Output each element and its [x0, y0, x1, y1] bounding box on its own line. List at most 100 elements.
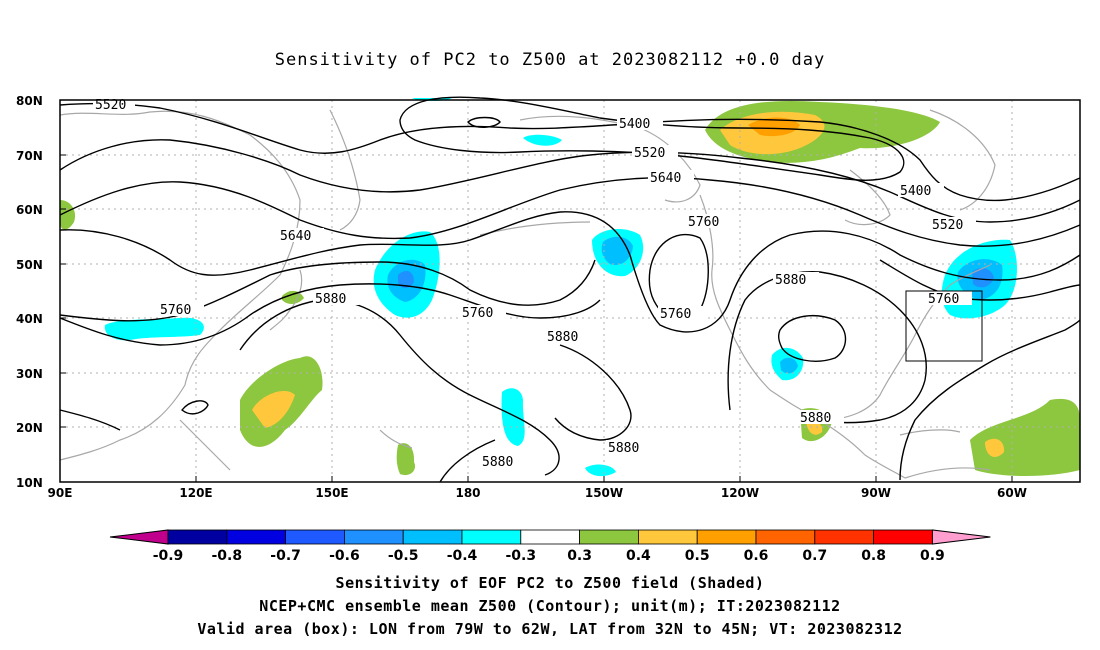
contour-5760-south — [59, 283, 601, 346]
contour-5880-atlantic — [899, 319, 1081, 481]
colorbar-segment — [402, 529, 463, 545]
colorbar-segment — [814, 529, 874, 545]
colorbar-label: 0.8 — [861, 548, 886, 564]
label-bg — [930, 217, 976, 231]
label-bg — [798, 410, 844, 424]
colorbar-segment — [696, 529, 757, 545]
colorbar-segment — [226, 529, 287, 545]
shade-positive-atlantic-04 — [985, 438, 1005, 457]
contour-5400-low — [399, 96, 905, 181]
coast-central-america — [819, 419, 906, 479]
shade-positive-gulf-04 — [806, 420, 823, 435]
lat-label: 40N — [16, 312, 43, 326]
contour-label: 5400 — [900, 184, 931, 199]
contour-5880-indochina — [59, 409, 121, 431]
label-bg — [926, 291, 972, 305]
contour-label: 5640 — [280, 229, 311, 244]
coast-aleutian — [479, 221, 591, 236]
map-title: Sensitivity of PC2 to Z500 at 2023082112… — [274, 50, 826, 70]
colorbar: -0.9 -0.8 -0.7 -0.6 -0.5 -0.4 -0.3 0.3 0.4 0.5 0.6… — [109, 529, 991, 564]
latitude-labels: 80N 70N 60N 50N 40N 30N 20N 10N — [16, 94, 43, 490]
map-frame — [59, 99, 1081, 483]
contour-label: 5880 — [315, 292, 346, 307]
contour-5760-loop-west — [648, 233, 709, 319]
contour-5640-second — [59, 259, 596, 322]
colorbar-segment — [461, 529, 522, 545]
label-bg — [658, 306, 704, 320]
colorbar-label: -0.5 — [388, 548, 419, 564]
coast-caribbean — [899, 429, 961, 436]
shade-positive-japan-04 — [252, 390, 295, 428]
lon-label: 150E — [315, 486, 348, 500]
label-bg — [606, 440, 652, 454]
label-bg — [632, 145, 678, 159]
label-bg — [460, 305, 506, 319]
coast-japan — [269, 269, 303, 331]
colorbar-label: 0.9 — [920, 548, 945, 564]
colorbar-label: -0.6 — [329, 548, 360, 564]
colorbar-label: -0.4 — [447, 548, 478, 564]
shade-negative-kamchatka-06 — [398, 270, 414, 288]
label-bg — [773, 272, 819, 286]
contour-label: 5520 — [634, 146, 665, 161]
shade-positive-alaska-05 — [748, 117, 800, 137]
valid-area-box — [905, 290, 983, 362]
contour-label: 5880 — [547, 330, 578, 345]
colorbar-label: -0.9 — [153, 548, 184, 564]
colorbar-label: 0.3 — [567, 548, 592, 564]
label-bg — [617, 116, 663, 130]
contour-5880-america — [727, 271, 927, 424]
lat-label: 30N — [16, 367, 43, 381]
contour-label: 5880 — [775, 273, 806, 288]
shade-negative-mexico-05 — [780, 357, 798, 374]
coast-kamchatka — [329, 109, 361, 231]
colorbar-low-arrow — [109, 529, 169, 545]
shade-positive-left-edge — [60, 200, 76, 230]
label-bg — [313, 291, 359, 305]
lon-label: 120W — [721, 486, 759, 500]
colorbar-segment — [520, 529, 580, 545]
lon-label: 120E — [179, 486, 212, 500]
contour-5880-pacific — [554, 344, 632, 441]
caption-contour: NCEP+CMC ensemble mean Z500 (Contour); u… — [259, 597, 841, 615]
contour-label: 5400 — [619, 117, 650, 132]
contour-5760-atlantic — [879, 259, 1081, 301]
shade-negative-bering — [523, 134, 562, 146]
contour-labels: 5520 5400 5520 5640 5760 5640 5760 5880 … — [93, 97, 976, 470]
shade-negative-east-china — [104, 317, 204, 341]
tick-marks — [60, 154, 1013, 482]
lon-label: 180 — [455, 486, 480, 500]
shade-positive-atlantic — [970, 398, 1080, 476]
coast-pacific-islands — [379, 429, 413, 449]
coast-greenland — [929, 109, 996, 211]
contour-layer — [59, 96, 1081, 483]
lon-label: 150W — [585, 486, 623, 500]
label-bg — [648, 170, 694, 184]
colorbar-segment — [873, 529, 933, 545]
lat-label: 10N — [16, 476, 43, 490]
contour-5400-small — [467, 116, 501, 128]
contour-5880-subtropical — [239, 299, 560, 476]
lat-label: 60N — [16, 203, 43, 217]
colorbar-segment — [755, 529, 816, 545]
label-bg — [898, 183, 944, 197]
lat-label: 50N — [16, 258, 43, 272]
contour-5880-south — [439, 439, 496, 483]
colorbar-label: 0.4 — [626, 548, 651, 564]
contour-label: 5880 — [800, 411, 831, 426]
shade-positive-philippines — [396, 443, 416, 476]
lon-label: 90W — [861, 486, 891, 500]
colorbar-segment — [343, 529, 404, 545]
colorbar-segment — [285, 529, 345, 545]
shade-negative-hawaii-north — [501, 388, 525, 446]
colorbar-label: -0.3 — [505, 548, 536, 564]
contour-5640-first — [59, 176, 1081, 247]
lat-label: 80N — [16, 94, 43, 108]
shade-negative-hawaii-south — [585, 464, 616, 477]
label-bg — [545, 329, 591, 343]
grid-layer — [60, 100, 1080, 482]
lat-label: 70N — [16, 149, 43, 163]
contour-label: 5880 — [482, 455, 513, 470]
contour-label: 5760 — [462, 306, 493, 321]
